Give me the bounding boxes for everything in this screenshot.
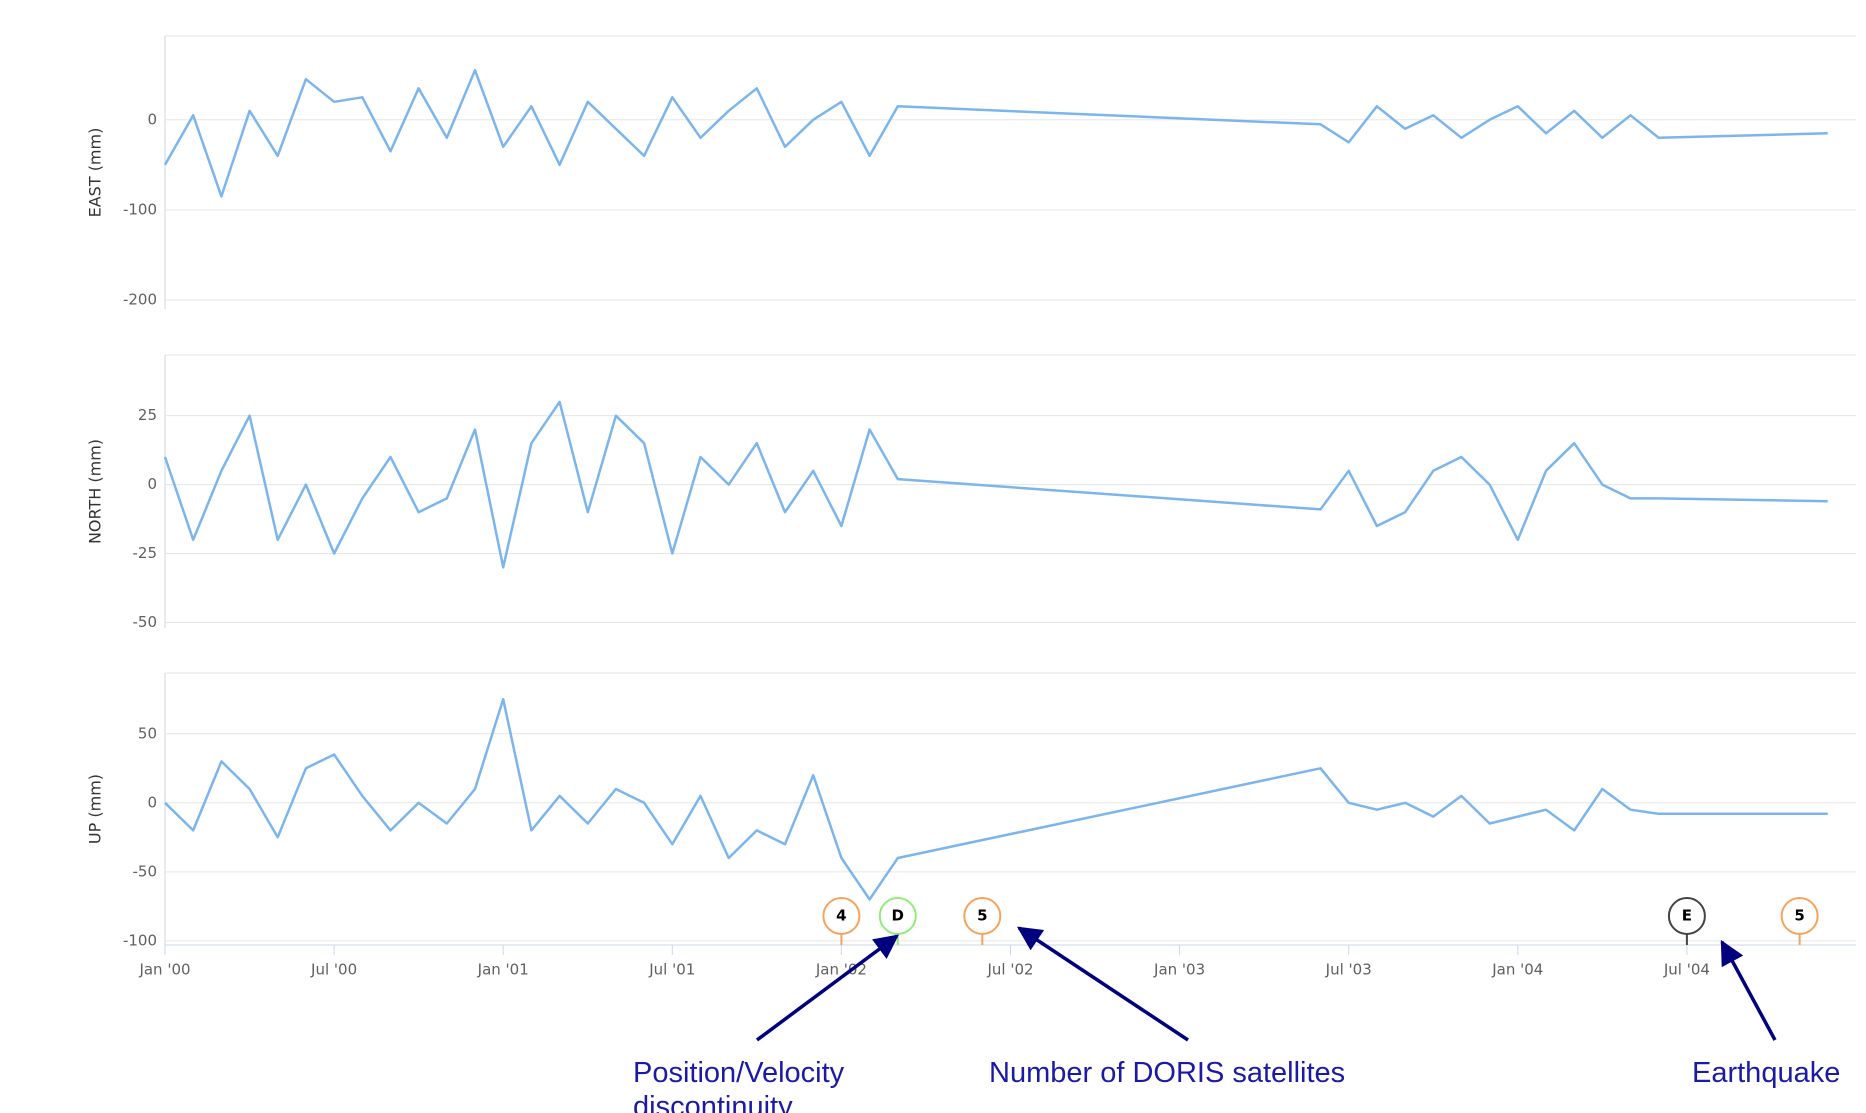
annotation-arrow	[1016, 926, 1189, 1042]
flag	[1780, 897, 1819, 935]
series-line	[163, 400, 1828, 569]
x-tick-label: Jan '04	[1491, 961, 1543, 979]
y-axis-title: EAST (mm)	[86, 128, 105, 218]
x-tick-label: Jan '01	[477, 961, 529, 979]
x-tick-label: Jul '00	[310, 961, 357, 979]
flag-label: 4	[836, 907, 846, 925]
y-tick-label: -50	[133, 613, 158, 631]
y-tick-label: -200	[123, 290, 157, 308]
y-tick-label: -100	[123, 200, 157, 218]
x-tick-label: Jan '03	[1153, 961, 1205, 979]
y-axis-title: NORTH (mm)	[86, 439, 105, 544]
x-tick-label: Jan '02	[815, 961, 867, 979]
x-tick-label: Jul '01	[648, 961, 695, 979]
y-tick-label: 25	[138, 406, 157, 424]
flag	[822, 897, 861, 935]
y-tick-label: 0	[147, 793, 157, 811]
y-tick-label: 0	[147, 475, 157, 493]
y-axis-title: UP (mm)	[86, 774, 105, 844]
x-tick-label: Jul '04	[1663, 961, 1710, 979]
series-line	[164, 697, 1828, 901]
flag	[878, 897, 917, 935]
y-tick-label: -25	[133, 544, 158, 562]
flag-label: 5	[1794, 907, 1804, 925]
y-tick-label: 0	[147, 110, 157, 128]
annotation: Position/Velocity discontinuity	[633, 1057, 845, 1113]
y-tick-label: 50	[138, 724, 157, 742]
series-line	[163, 68, 1828, 198]
x-tick-label: Jul '03	[1325, 961, 1372, 979]
y-tick-label: -100	[123, 931, 157, 949]
annotation: Number of DORIS satellites	[989, 1057, 1346, 1089]
x-tick-label: Jan '00	[138, 961, 190, 979]
flag	[1667, 897, 1706, 935]
x-tick-label: Jul '02	[986, 961, 1033, 979]
annotation: Earthquake	[1692, 1057, 1841, 1089]
y-tick-label: -50	[133, 862, 158, 880]
flag-label: E	[1682, 907, 1692, 925]
annotation-arrow	[1720, 939, 1777, 1041]
flag-label: D	[892, 907, 904, 925]
flag	[963, 897, 1002, 935]
flag-label: 5	[977, 907, 987, 925]
annotation-arrow	[755, 934, 899, 1042]
